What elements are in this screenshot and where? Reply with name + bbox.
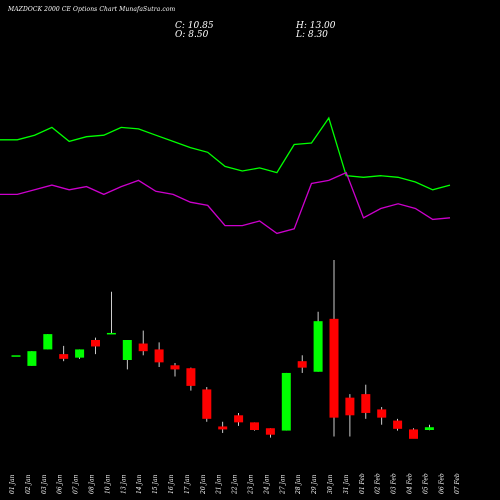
x-tick-label: 30 Jan: [327, 474, 334, 494]
candle: [43, 334, 53, 350]
candle: [297, 355, 307, 373]
candle-body: [43, 334, 53, 350]
x-tick-label: 31 Jan: [343, 474, 350, 494]
candle-body: [281, 372, 291, 431]
candle-body: [265, 428, 275, 435]
x-tick-label: 20 Jan: [200, 474, 207, 495]
candle-body: [186, 368, 196, 386]
candle-body: [409, 429, 418, 439]
candle: [11, 355, 21, 357]
candle-body: [106, 332, 116, 335]
x-tick-label: 01 Jan: [9, 474, 16, 494]
x-tick-label: 06 Feb: [438, 473, 445, 494]
candle: [409, 428, 418, 439]
candle-body: [297, 361, 307, 368]
x-tick-label: 02 Jan: [25, 474, 32, 494]
candle-body: [250, 422, 259, 430]
candle-body: [91, 340, 100, 347]
x-tick-label: 13 Jan: [120, 474, 127, 494]
x-tick-label: 05 Feb: [422, 473, 429, 494]
x-tick-label: 02 Feb: [375, 473, 382, 494]
indicator-lines: [0, 116, 451, 235]
x-tick-label: 07 Feb: [454, 473, 461, 494]
x-tick-label: 03 Jan: [41, 474, 48, 494]
x-tick-label: 08 Jan: [89, 474, 96, 494]
candle: [345, 394, 355, 437]
close-value: C: 10.85: [175, 21, 214, 31]
candle: [106, 291, 116, 335]
candle-body: [11, 355, 21, 357]
x-tick-label: 22 Jan: [232, 474, 239, 495]
candle: [281, 372, 291, 431]
candle: [91, 337, 100, 355]
candle: [75, 349, 85, 359]
x-tick-label: 10 Jan: [104, 474, 111, 494]
candle: [377, 407, 387, 425]
candle: [59, 345, 69, 362]
x-tick-label: 17 Jan: [184, 474, 191, 494]
x-tick-label: 15 Jan: [152, 474, 159, 494]
candle-body: [75, 349, 85, 358]
candles: [11, 260, 434, 439]
lower-band-line: [0, 171, 451, 235]
chart-title: MAZDOCK 2000 CE Options Chart MunafaSutr…: [8, 6, 176, 13]
x-tick-label: 04 Feb: [407, 473, 414, 494]
upper-band-line: [0, 116, 451, 191]
candle-body: [329, 318, 339, 418]
x-tick-label: 21 Jan: [216, 474, 223, 495]
x-tick-label: 27 Jan: [279, 474, 286, 495]
candle: [122, 340, 132, 370]
candle: [329, 260, 339, 437]
high-value: H: 13.00: [296, 21, 336, 31]
candle-body: [424, 427, 434, 430]
candle-body: [377, 409, 387, 418]
candle: [234, 412, 244, 426]
candle-body: [154, 349, 164, 363]
candle-body: [393, 420, 403, 429]
candle: [424, 424, 434, 431]
x-tick-label: 07 Jan: [73, 474, 80, 494]
x-tick-label: 29 Jan: [311, 474, 318, 495]
x-tick-label: 14 Jan: [136, 474, 143, 494]
x-tick-label: 03 Feb: [391, 473, 398, 494]
candle: [27, 351, 37, 366]
candle-body: [138, 343, 148, 352]
x-axis-labels: 01 Jan 02 Jan 03 Jan 06 Jan 07 Jan 08 Jan 10 J…: [9, 473, 461, 495]
x-tick-label: 06 Jan: [57, 474, 64, 494]
candle-body: [202, 389, 212, 419]
x-tick-label: 01 Feb: [359, 473, 366, 494]
candle: [186, 367, 196, 391]
candle: [154, 342, 164, 368]
candle: [138, 330, 148, 356]
candle-body: [313, 321, 323, 372]
candle: [313, 311, 323, 372]
x-tick-label: 24 Jan: [263, 474, 270, 495]
candle: [202, 387, 212, 422]
candle: [218, 421, 228, 433]
candle: [250, 422, 259, 431]
open-value: O: 8.50: [175, 30, 209, 40]
low-value: L: 8.30: [296, 30, 328, 40]
candle: [361, 384, 371, 419]
candle-body: [122, 340, 132, 360]
x-tick-label: 16 Jan: [168, 474, 175, 494]
candle-body: [59, 354, 69, 359]
x-tick-label: 28 Jan: [295, 474, 302, 495]
candle-body: [361, 394, 371, 413]
candle: [170, 362, 180, 377]
candle-body: [234, 415, 244, 423]
x-tick-label: 23 Jan: [248, 474, 255, 495]
candle-body: [345, 397, 355, 416]
candle-body: [218, 426, 228, 430]
candle: [393, 418, 403, 431]
candle-body: [170, 365, 180, 370]
candle-body: [27, 351, 37, 366]
candle: [265, 428, 275, 438]
